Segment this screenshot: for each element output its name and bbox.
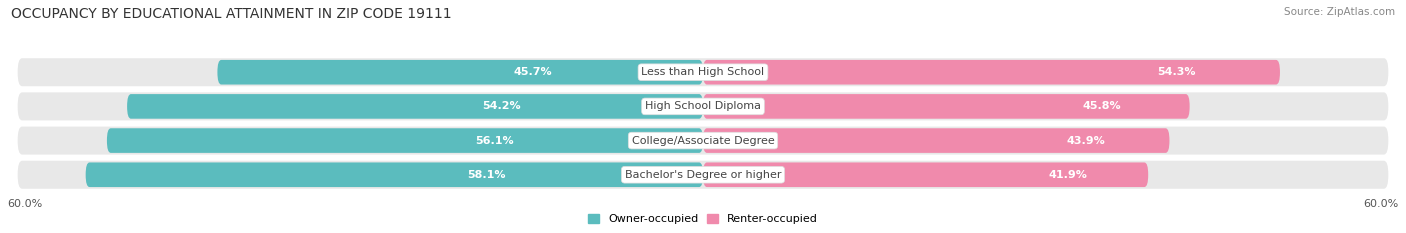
Text: 54.3%: 54.3% xyxy=(1157,67,1195,77)
FancyBboxPatch shape xyxy=(18,58,1388,86)
FancyBboxPatch shape xyxy=(18,127,1388,154)
FancyBboxPatch shape xyxy=(703,60,1279,85)
FancyBboxPatch shape xyxy=(703,94,1189,119)
FancyBboxPatch shape xyxy=(703,162,1149,187)
Text: 60.0%: 60.0% xyxy=(7,199,42,209)
Text: 41.9%: 41.9% xyxy=(1049,170,1087,180)
FancyBboxPatch shape xyxy=(218,60,703,85)
FancyBboxPatch shape xyxy=(18,161,1388,189)
Text: High School Diploma: High School Diploma xyxy=(645,101,761,111)
FancyBboxPatch shape xyxy=(107,128,703,153)
Text: Bachelor's Degree or higher: Bachelor's Degree or higher xyxy=(624,170,782,180)
Text: Less than High School: Less than High School xyxy=(641,67,765,77)
Text: Source: ZipAtlas.com: Source: ZipAtlas.com xyxy=(1284,7,1395,17)
Text: 43.9%: 43.9% xyxy=(1066,136,1105,146)
FancyBboxPatch shape xyxy=(18,93,1388,120)
Text: 56.1%: 56.1% xyxy=(475,136,513,146)
Text: 45.8%: 45.8% xyxy=(1083,101,1122,111)
Text: OCCUPANCY BY EDUCATIONAL ATTAINMENT IN ZIP CODE 19111: OCCUPANCY BY EDUCATIONAL ATTAINMENT IN Z… xyxy=(11,7,451,21)
Text: 54.2%: 54.2% xyxy=(482,101,520,111)
FancyBboxPatch shape xyxy=(86,162,703,187)
FancyBboxPatch shape xyxy=(703,128,1170,153)
Text: 45.7%: 45.7% xyxy=(513,67,553,77)
FancyBboxPatch shape xyxy=(127,94,703,119)
Text: College/Associate Degree: College/Associate Degree xyxy=(631,136,775,146)
Legend: Owner-occupied, Renter-occupied: Owner-occupied, Renter-occupied xyxy=(583,209,823,229)
Text: 58.1%: 58.1% xyxy=(468,170,506,180)
Text: 60.0%: 60.0% xyxy=(1364,199,1399,209)
